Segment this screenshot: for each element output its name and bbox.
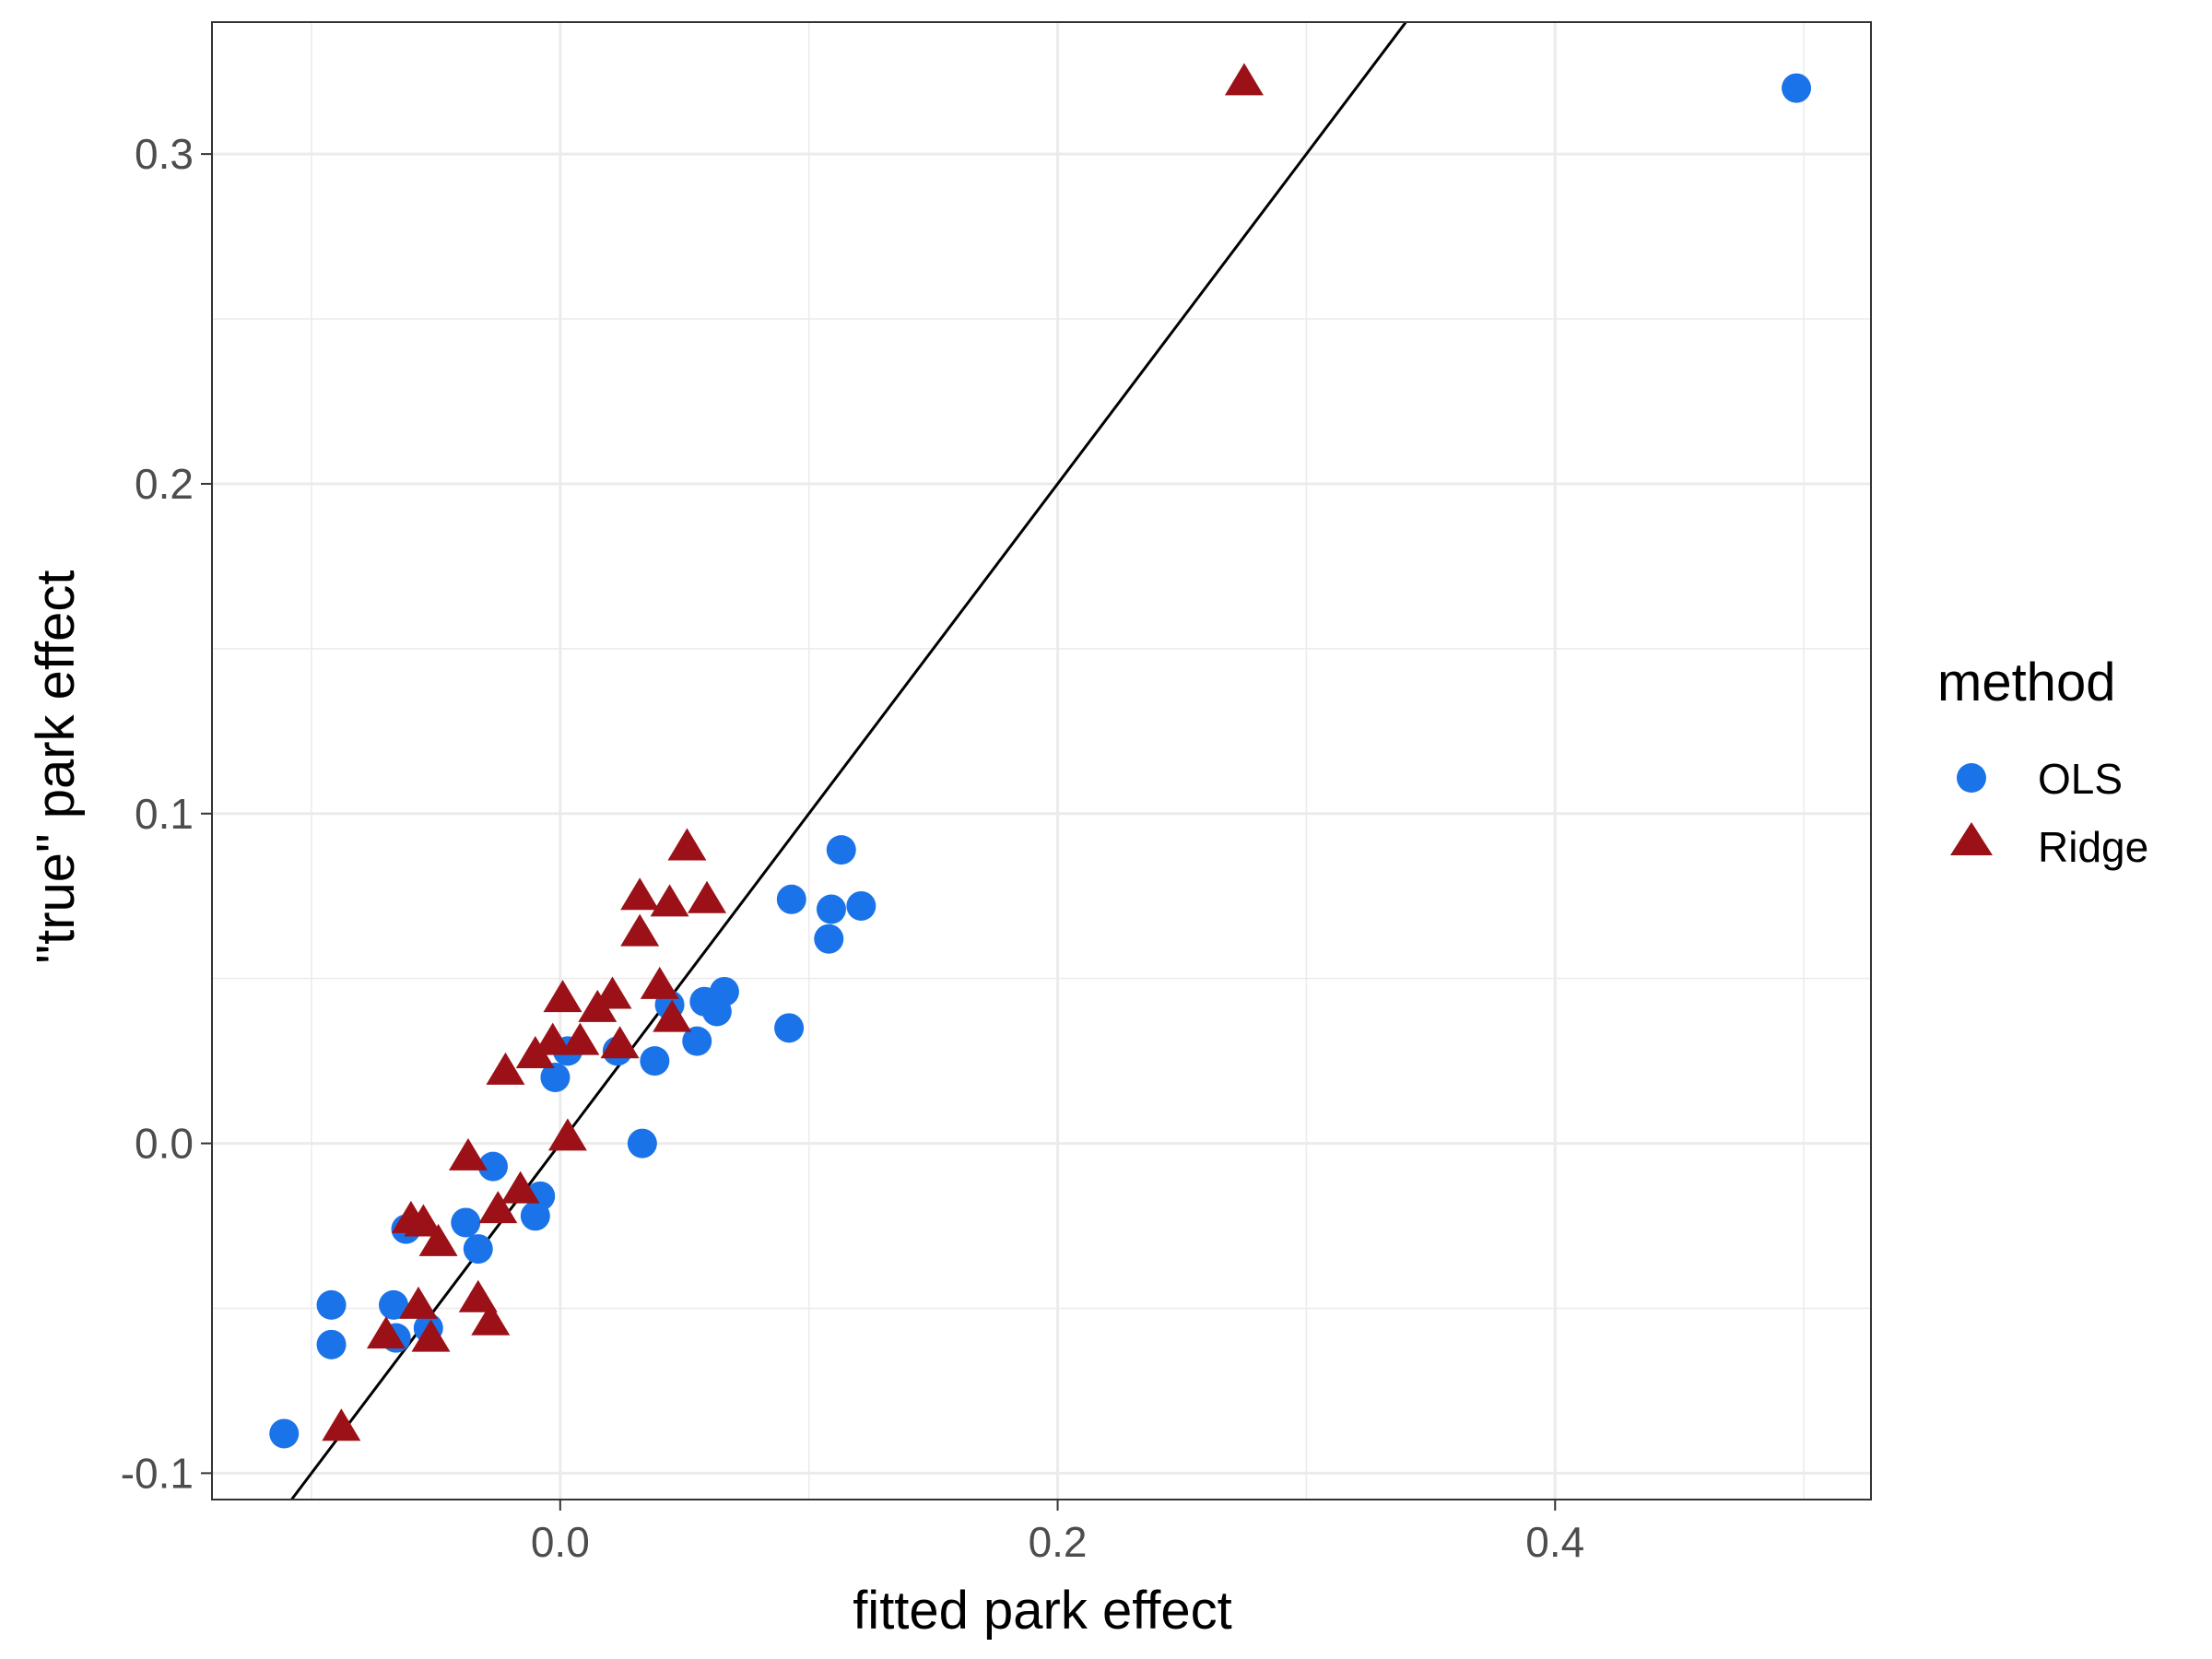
point-ridge bbox=[620, 913, 660, 947]
point-ridge bbox=[471, 1302, 511, 1335]
y-tick-label: 0.2 bbox=[135, 460, 194, 508]
y-tick-label: 0.0 bbox=[135, 1120, 194, 1168]
point-ridge bbox=[411, 1319, 451, 1352]
point-ols bbox=[682, 1026, 712, 1056]
point-ols bbox=[540, 1063, 571, 1092]
point-ols bbox=[846, 890, 877, 921]
point-ridge bbox=[667, 828, 707, 861]
point-ridge bbox=[1224, 63, 1264, 96]
point-ridge bbox=[398, 1286, 438, 1319]
legend-key-ols bbox=[1957, 763, 1986, 793]
point-ols bbox=[814, 924, 844, 954]
point-ols bbox=[776, 884, 806, 914]
x-tick-label: 0.4 bbox=[1525, 1518, 1584, 1566]
point-ols bbox=[316, 1329, 347, 1359]
point-ols bbox=[1782, 73, 1812, 103]
legend-key-ridge bbox=[1950, 822, 1993, 855]
x-tick-label: 0.0 bbox=[531, 1518, 590, 1566]
y-tick-label: -0.1 bbox=[121, 1449, 194, 1497]
x-axis-title: fitted park effect bbox=[853, 1581, 1232, 1641]
point-ols bbox=[463, 1234, 493, 1265]
major-gridlines bbox=[212, 22, 1871, 1500]
point-ridge bbox=[322, 1408, 361, 1441]
point-ridge bbox=[650, 884, 689, 917]
point-ridge bbox=[418, 1223, 458, 1256]
panel-border bbox=[211, 21, 1872, 1500]
point-ridge bbox=[620, 877, 660, 911]
x-axis-ticks: 0.0 0.2 0.4 bbox=[531, 1500, 1584, 1566]
point-ridge bbox=[366, 1316, 406, 1349]
point-ridge bbox=[533, 1022, 572, 1055]
point-ols bbox=[640, 1046, 670, 1077]
x-tick-label: 0.2 bbox=[1029, 1518, 1088, 1566]
point-ridge bbox=[640, 966, 679, 999]
y-axis-ticks: -0.1 0.0 0.1 0.2 0.3 bbox=[121, 130, 212, 1497]
point-ols bbox=[709, 976, 739, 1006]
y-axis-title: "true" park effect bbox=[26, 571, 86, 964]
point-ridge bbox=[600, 1026, 640, 1059]
legend-title: method bbox=[1937, 653, 2115, 712]
point-ridge bbox=[653, 999, 692, 1032]
legend: method OLS Ridge bbox=[1937, 653, 2148, 871]
point-ols bbox=[451, 1207, 481, 1238]
point-ridge bbox=[478, 1191, 518, 1224]
point-ridge bbox=[547, 1118, 587, 1151]
point-ridge bbox=[486, 1052, 525, 1085]
legend-label-ridge: Ridge bbox=[2038, 823, 2148, 871]
point-ols bbox=[816, 894, 846, 924]
point-ols bbox=[525, 1181, 556, 1211]
data-points bbox=[269, 63, 1812, 1449]
point-ridge bbox=[560, 1022, 600, 1055]
point-ols bbox=[379, 1289, 409, 1320]
point-ridge bbox=[458, 1279, 498, 1312]
point-ols bbox=[477, 1151, 508, 1182]
point-ridge bbox=[593, 976, 632, 1009]
point-ridge bbox=[500, 1171, 540, 1204]
point-ridge bbox=[404, 1204, 443, 1237]
y-tick-label: 0.1 bbox=[135, 790, 194, 838]
point-ridge bbox=[543, 980, 582, 1013]
point-ols bbox=[269, 1418, 300, 1449]
legend-label-ols: OLS bbox=[2038, 755, 2123, 803]
point-ols bbox=[627, 1128, 657, 1159]
point-ridge bbox=[448, 1137, 488, 1171]
point-ols bbox=[774, 1013, 805, 1043]
y-tick-label: 0.3 bbox=[135, 130, 194, 178]
point-ridge bbox=[688, 880, 727, 913]
point-ols bbox=[826, 835, 856, 865]
point-ols bbox=[316, 1289, 347, 1320]
